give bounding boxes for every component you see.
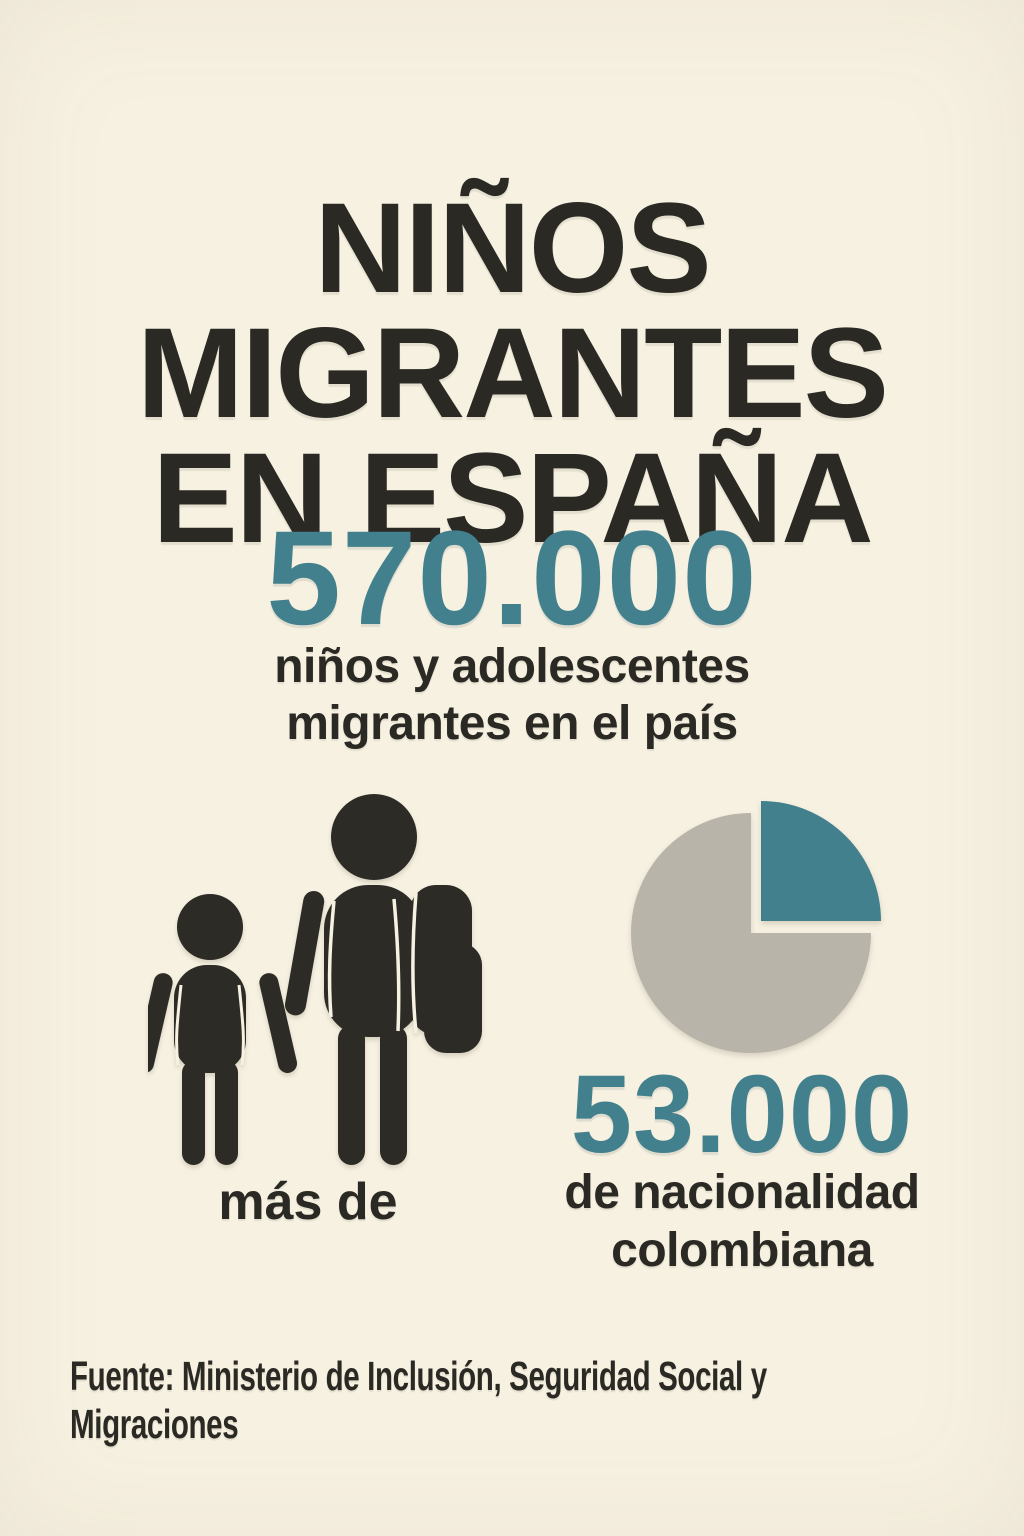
- stat-colombian-caption: de nacionalidad colombiana: [510, 1164, 974, 1280]
- title-line-2: MIGRANTES: [137, 301, 889, 445]
- stat-total-caption-line-2: migrantes en el país: [286, 697, 738, 750]
- stat-colombian-caption-line-1: de nacionalidad: [564, 1166, 920, 1219]
- children-silhouettes-icon: [148, 794, 482, 1165]
- title-line-1: NIÑOS: [314, 176, 711, 320]
- source-note: Fuente: Ministerio de Inclusión, Segurid…: [70, 1352, 767, 1448]
- source-line-1: Fuente: Ministerio de Inclusión, Segurid…: [70, 1353, 767, 1399]
- pie-slice-other: [631, 813, 871, 1053]
- page-title: NIÑOS MIGRANTES EN ESPAÑA: [0, 176, 1024, 570]
- pie-chart: [631, 801, 881, 1053]
- stat-total-caption-line-1: niños y adolescentes: [274, 640, 750, 693]
- stat-colombian-value: 53.000: [570, 1053, 914, 1176]
- source-line-2: Migraciones: [70, 1401, 239, 1447]
- child-figure-icon: [148, 894, 298, 1165]
- stat-total-caption: niños y adolescentes migrantes en el paí…: [0, 638, 1024, 752]
- title-line-3: EN ESPAÑA: [152, 426, 873, 570]
- stat-colombian-caption-line-2: colombiana: [611, 1224, 873, 1277]
- pie-slice-colombian: [761, 801, 881, 921]
- figures-label: más de: [218, 1173, 398, 1231]
- stat-total-value: 570.000: [266, 504, 758, 653]
- teen-with-backpack-icon: [284, 794, 482, 1165]
